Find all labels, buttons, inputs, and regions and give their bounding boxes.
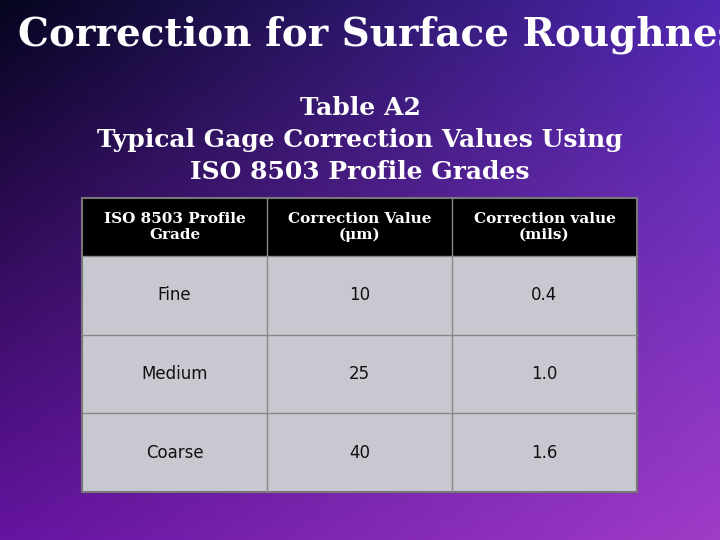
Text: Medium: Medium — [141, 365, 208, 383]
Text: 40: 40 — [349, 444, 370, 462]
Text: ISO 8503 Profile Grades: ISO 8503 Profile Grades — [190, 160, 530, 184]
Text: ISO 8503 Profile
Grade: ISO 8503 Profile Grade — [104, 212, 246, 242]
Text: 0.4: 0.4 — [531, 286, 557, 305]
Bar — [82, 335, 637, 413]
Text: 1.6: 1.6 — [531, 444, 558, 462]
Text: Correction for Surface Roughness: Correction for Surface Roughness — [18, 16, 720, 54]
Text: Table A2: Table A2 — [300, 96, 420, 120]
Text: 10: 10 — [349, 286, 370, 305]
Text: Typical Gage Correction Values Using: Typical Gage Correction Values Using — [97, 128, 623, 152]
Text: Fine: Fine — [158, 286, 192, 305]
Text: Correction value
(mils): Correction value (mils) — [474, 212, 616, 242]
Text: 25: 25 — [349, 365, 370, 383]
Bar — [82, 256, 637, 335]
Text: Correction Value
(μm): Correction Value (μm) — [288, 212, 431, 242]
Bar — [82, 198, 637, 492]
Text: Coarse: Coarse — [145, 444, 203, 462]
Bar — [82, 198, 637, 256]
Bar — [82, 413, 637, 492]
Text: 1.0: 1.0 — [531, 365, 558, 383]
